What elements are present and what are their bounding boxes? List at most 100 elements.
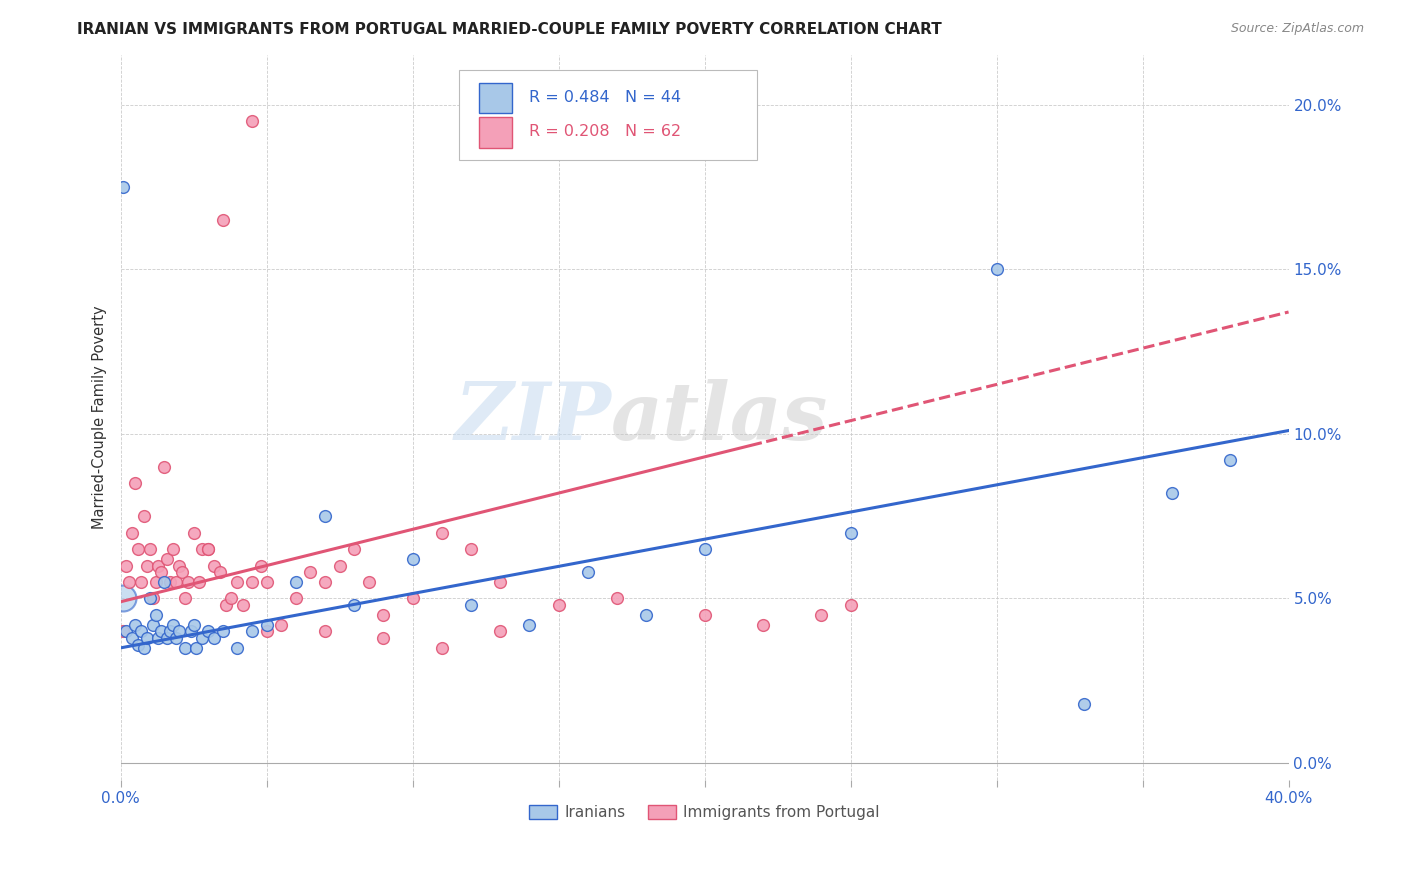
Point — [240, 114, 263, 128]
Point — [357, 574, 380, 589]
Point — [1073, 697, 1095, 711]
Point — [232, 598, 254, 612]
Point — [135, 558, 157, 573]
Point — [343, 598, 366, 612]
Point — [135, 631, 157, 645]
Point — [173, 640, 195, 655]
Point — [159, 574, 181, 589]
Point — [1160, 486, 1182, 500]
Point — [176, 574, 198, 589]
Point — [112, 591, 135, 606]
Point — [191, 631, 214, 645]
Point — [121, 631, 143, 645]
Point — [839, 598, 862, 612]
Point — [256, 624, 278, 639]
Point — [693, 607, 716, 622]
Point — [165, 574, 187, 589]
Point — [752, 617, 775, 632]
Point — [211, 624, 233, 639]
Point — [186, 640, 208, 655]
Point — [115, 558, 138, 573]
Point — [328, 558, 350, 573]
Point — [489, 574, 512, 589]
Point — [314, 624, 336, 639]
Point — [214, 598, 236, 612]
Point — [202, 631, 225, 645]
Text: R = 0.208   N = 62: R = 0.208 N = 62 — [529, 124, 682, 139]
Point — [373, 607, 395, 622]
Point — [183, 617, 205, 632]
Point — [221, 591, 243, 606]
Point — [127, 638, 149, 652]
Text: IRANIAN VS IMMIGRANTS FROM PORTUGAL MARRIED-COUPLE FAMILY POVERTY CORRELATION CH: IRANIAN VS IMMIGRANTS FROM PORTUGAL MARR… — [77, 22, 942, 37]
Point — [112, 179, 135, 194]
Text: atlas: atlas — [612, 378, 828, 456]
Point — [153, 459, 176, 474]
Point — [167, 624, 190, 639]
Point — [606, 591, 628, 606]
Y-axis label: Married-Couple Family Poverty: Married-Couple Family Poverty — [93, 306, 107, 529]
Point — [180, 624, 202, 639]
Point — [1219, 453, 1241, 467]
Point — [142, 617, 165, 632]
Point — [314, 509, 336, 524]
Point — [197, 624, 219, 639]
Point — [208, 565, 231, 579]
Point — [118, 574, 141, 589]
Point — [132, 509, 155, 524]
Legend: Iranians, Immigrants from Portugal: Iranians, Immigrants from Portugal — [523, 799, 886, 826]
FancyBboxPatch shape — [460, 70, 756, 161]
Point — [810, 607, 832, 622]
Point — [547, 598, 569, 612]
Point — [170, 565, 193, 579]
Point — [112, 624, 135, 639]
Point — [401, 552, 423, 566]
Point — [986, 262, 1008, 277]
Point — [162, 617, 184, 632]
Point — [343, 542, 366, 557]
Point — [256, 574, 278, 589]
Text: ZIP: ZIP — [454, 378, 612, 456]
Point — [129, 574, 152, 589]
Point — [636, 607, 658, 622]
Text: Source: ZipAtlas.com: Source: ZipAtlas.com — [1230, 22, 1364, 36]
Point — [142, 591, 165, 606]
Point — [138, 591, 160, 606]
Point — [183, 525, 205, 540]
Point — [839, 525, 862, 540]
Point — [430, 525, 453, 540]
Point — [156, 552, 179, 566]
Point — [299, 565, 322, 579]
Point — [145, 574, 167, 589]
Point — [314, 574, 336, 589]
Point — [188, 574, 211, 589]
Point — [173, 591, 195, 606]
Point — [165, 631, 187, 645]
Point — [145, 607, 167, 622]
Point — [153, 574, 176, 589]
Point — [256, 617, 278, 632]
Point — [127, 542, 149, 557]
Point — [121, 525, 143, 540]
Point — [693, 542, 716, 557]
Point — [270, 617, 292, 632]
Point — [517, 617, 540, 632]
Point — [129, 624, 152, 639]
Point — [226, 640, 249, 655]
Point — [197, 542, 219, 557]
Point — [162, 542, 184, 557]
Point — [430, 640, 453, 655]
Point — [197, 542, 219, 557]
Point — [191, 542, 214, 557]
Point — [284, 591, 307, 606]
Point — [148, 558, 170, 573]
Point — [150, 624, 173, 639]
Point — [211, 212, 233, 227]
Point — [167, 558, 190, 573]
Point — [284, 574, 307, 589]
Point — [202, 558, 225, 573]
Bar — [479, 83, 512, 113]
Point — [576, 565, 599, 579]
Point — [226, 574, 249, 589]
Point — [240, 624, 263, 639]
